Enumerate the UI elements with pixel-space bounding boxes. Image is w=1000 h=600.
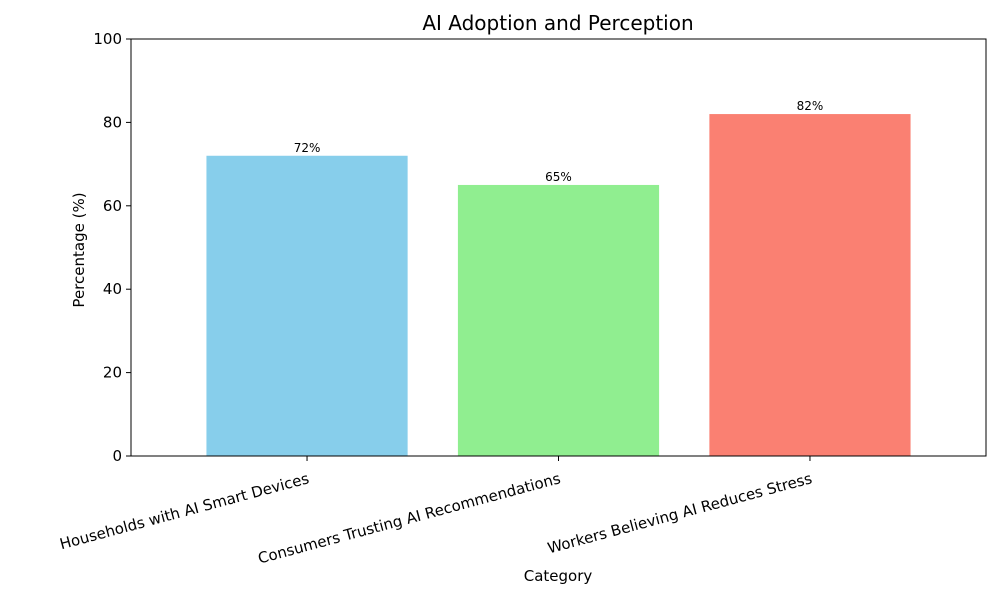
x-axis-ticks: Households with AI Smart DevicesConsumer… [58, 456, 814, 568]
bar-value-label: 82% [797, 99, 824, 113]
x-tick-label: Workers Believing AI Reduces Stress [546, 469, 815, 557]
x-axis-label: Category [524, 567, 593, 585]
y-tick-label: 20 [103, 364, 122, 382]
y-axis-label: Percentage (%) [70, 192, 88, 307]
bar [206, 155, 408, 456]
chart-title: AI Adoption and Perception [422, 11, 693, 35]
y-tick-label: 100 [93, 30, 122, 48]
value-labels-group: 72% 65% 82% [294, 99, 824, 184]
plot-area-frame [130, 38, 987, 457]
y-tick-label: 0 [112, 447, 122, 465]
bar [709, 114, 911, 456]
bar-value-label: 72% [294, 141, 321, 155]
y-tick-label: 80 [103, 113, 122, 131]
y-axis-ticks: 0 20 40 60 80 100 [93, 30, 131, 465]
y-tick-label: 40 [103, 280, 122, 298]
bars-group [206, 114, 911, 456]
bar [457, 184, 660, 456]
bar-value-label: 65% [545, 170, 572, 184]
y-tick-label: 60 [103, 197, 122, 215]
x-tick-label: Households with AI Smart Devices [58, 469, 311, 553]
